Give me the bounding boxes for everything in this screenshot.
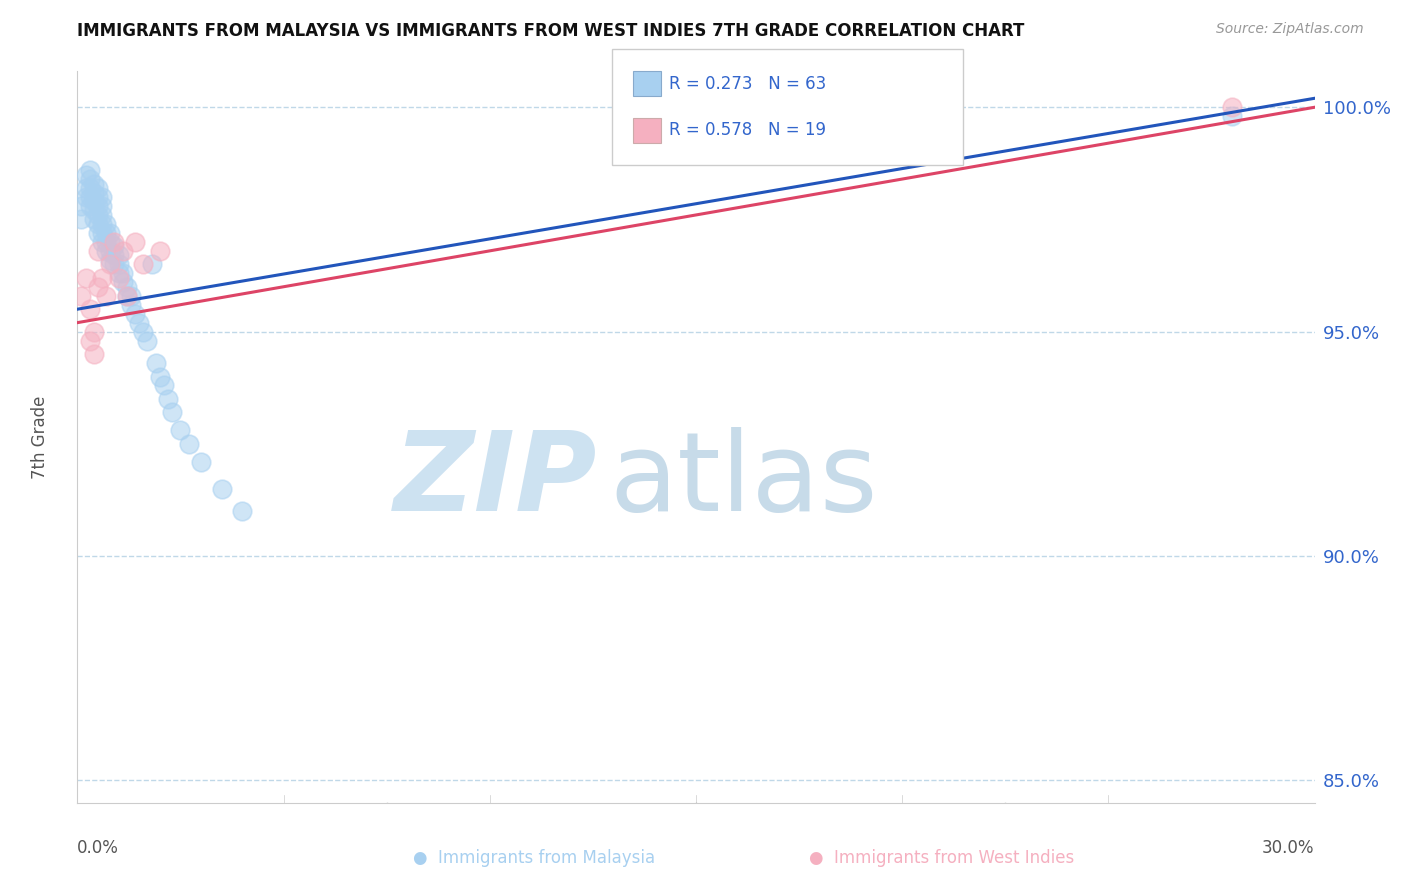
Point [141,257,163,271]
Point [157,392,180,406]
Point [103,248,125,262]
Point [153,378,176,392]
Point [70,212,93,227]
Point [124,235,146,249]
Point [111,275,134,289]
Point [136,334,159,348]
Text: ●  Immigrants from Malaysia: ● Immigrants from Malaysia [413,849,655,867]
Text: ●  Immigrants from West Indies: ● Immigrants from West Indies [810,849,1074,867]
Point [83,212,105,227]
Point [79,199,101,213]
Point [91,208,114,222]
Point [87,244,110,258]
Point [96,244,118,258]
Point [96,235,118,249]
Text: 30.0%: 30.0% [1263,838,1315,856]
Point [98,226,121,240]
Point [177,437,200,451]
Point [70,199,93,213]
Point [96,226,118,240]
Point [79,302,101,317]
Point [75,181,97,195]
Point [103,239,125,253]
Point [96,217,118,231]
Point [79,163,101,178]
Point [87,217,110,231]
Point [91,217,114,231]
Point [75,190,97,204]
Point [128,316,150,330]
Point [211,482,233,496]
Point [103,257,125,271]
Point [111,266,134,280]
Point [124,307,146,321]
Point [107,270,129,285]
Point [83,203,105,218]
Point [145,356,167,370]
Point [160,405,183,419]
Point [87,279,110,293]
Text: R = 0.578   N = 19: R = 0.578 N = 19 [669,121,827,139]
Point [70,289,93,303]
Text: 0.0%: 0.0% [77,838,120,856]
Point [91,199,114,213]
Point [98,244,121,258]
Point [83,186,105,200]
Point [83,194,105,209]
Point [98,257,121,271]
Point [120,298,142,312]
Point [1220,100,1243,114]
Point [98,235,121,249]
Text: 7th Grade: 7th Grade [31,395,49,479]
Point [87,181,110,195]
Point [79,181,101,195]
Point [87,190,110,204]
Point [190,455,212,469]
Point [91,235,114,249]
Text: IMMIGRANTS FROM MALAYSIA VS IMMIGRANTS FROM WEST INDIES 7TH GRADE CORRELATION CH: IMMIGRANTS FROM MALAYSIA VS IMMIGRANTS F… [77,22,1025,40]
Point [75,270,97,285]
Text: R = 0.273   N = 63: R = 0.273 N = 63 [669,75,827,93]
Point [91,190,114,204]
Point [115,289,138,303]
Point [79,334,101,348]
Point [107,248,129,262]
Point [79,172,101,186]
Point [169,423,191,437]
Point [83,347,105,361]
Point [107,266,129,280]
Point [120,289,142,303]
Point [87,226,110,240]
Point [83,325,105,339]
Point [111,244,134,258]
Point [91,226,114,240]
Point [132,325,155,339]
Point [87,208,110,222]
Point [115,289,138,303]
Point [87,199,110,213]
Point [91,270,114,285]
Point [79,190,101,204]
Point [107,257,129,271]
Text: atlas: atlas [609,427,877,534]
Point [231,504,253,518]
Text: Source: ZipAtlas.com: Source: ZipAtlas.com [1216,22,1364,37]
Point [96,289,118,303]
Point [103,235,125,249]
Text: ZIP: ZIP [394,427,598,534]
Point [115,279,138,293]
Point [83,177,105,191]
Point [75,168,97,182]
Point [98,252,121,267]
Point [132,257,155,271]
Point [1220,109,1243,123]
Point [149,369,172,384]
Point [149,244,172,258]
